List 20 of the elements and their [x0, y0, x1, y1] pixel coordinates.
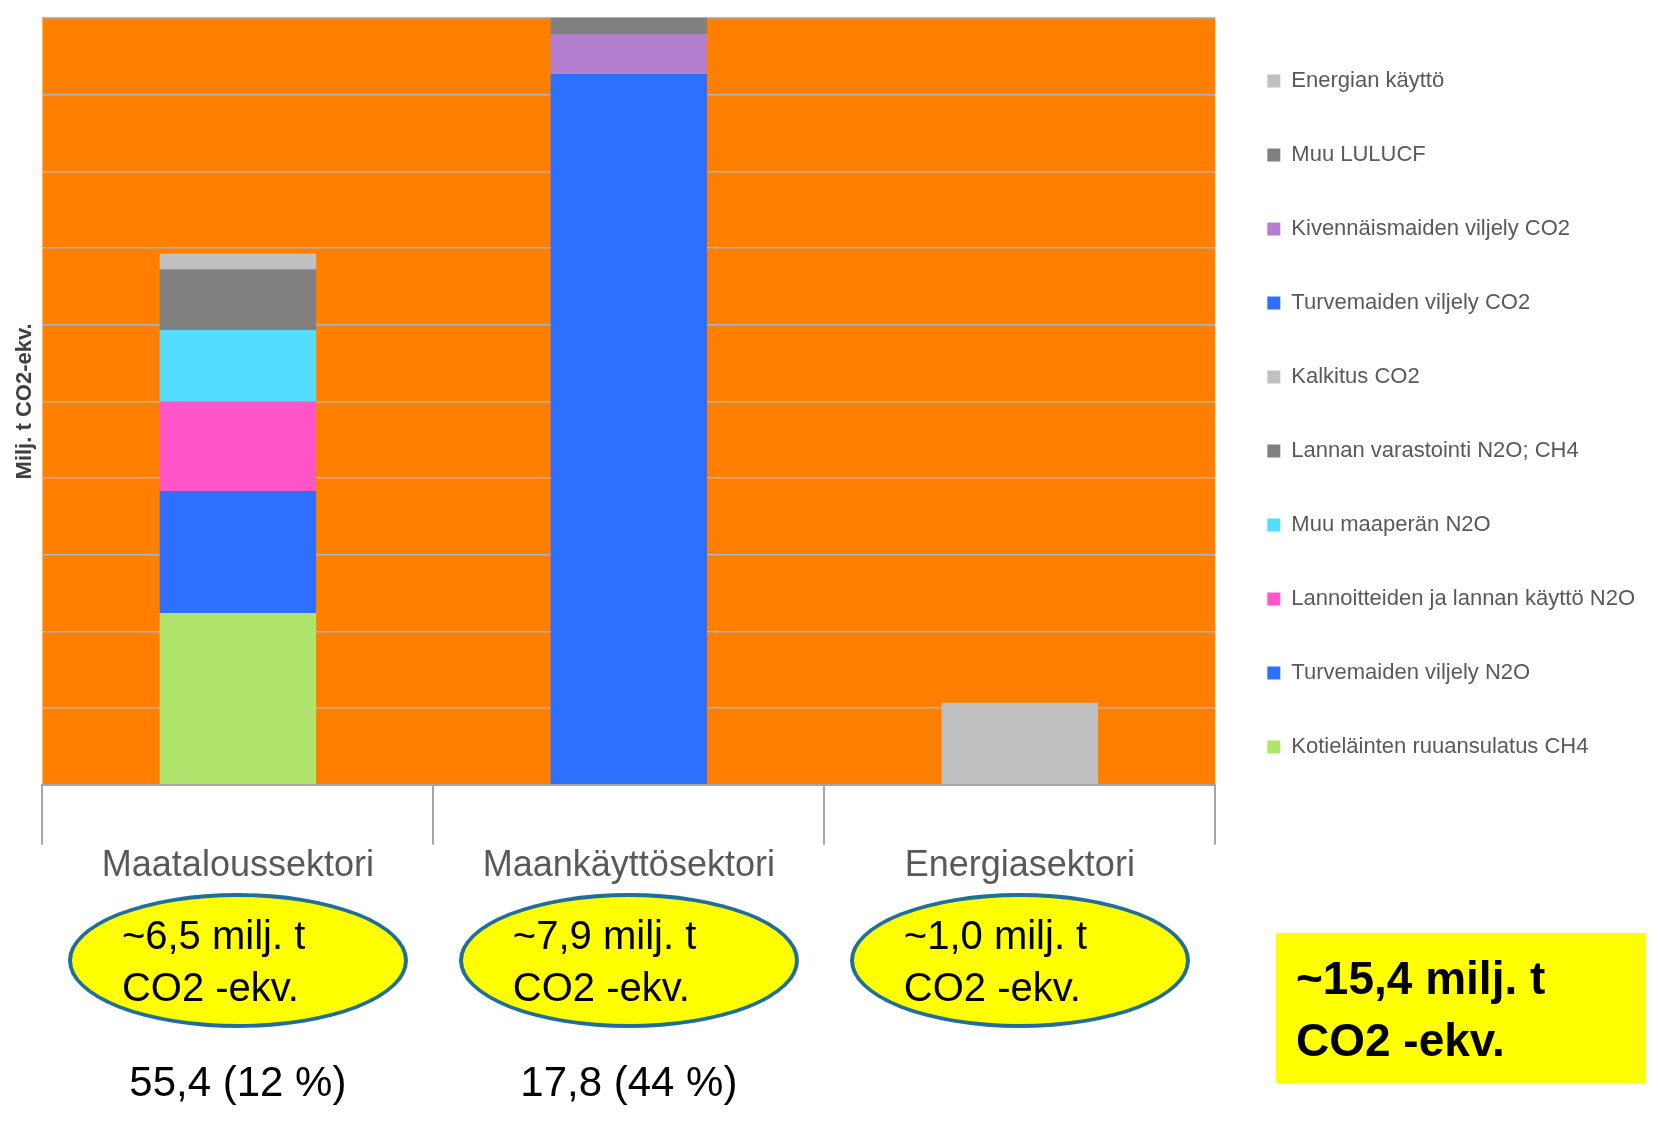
x-tick-label: Energiasektori — [904, 843, 1135, 885]
oval-frame: ~6,5 milj. t CO2 -ekv. — [67, 893, 408, 1028]
legend-label: Turvemaiden viljely CO2 — [1291, 289, 1531, 315]
legend-label: Kalkitus CO2 — [1291, 363, 1420, 389]
legend-label: Turvemaiden viljely N2O — [1291, 659, 1531, 685]
oval-frame: ~7,9 milj. t CO2 -ekv. — [458, 893, 799, 1028]
text: ~15,4 milj. t CO2 -ekv. — [1276, 933, 1646, 1083]
text: 55,4 (12 %) — [128, 1058, 348, 1106]
text: 17,8 (44 %) — [519, 1058, 739, 1106]
legend-label: Muu maaperän N2O — [1291, 511, 1491, 537]
oval-frame: ~1,0 milj. t CO2 -ekv. — [849, 893, 1190, 1028]
x-tick-label: Maataloussektori — [101, 843, 374, 885]
legend-label: Lannoitteiden ja lannan käyttö N2O — [1291, 585, 1635, 611]
legend-label: Kivennäismaiden viljely CO2 — [1291, 215, 1571, 241]
y-axis-title: Milj. t CO2-ekv. — [11, 323, 37, 480]
legend-label: Energian käyttö — [1291, 67, 1445, 93]
legend-label: Lannan varastointi N2O; CH4 — [1291, 437, 1579, 463]
legend-label: Muu LULUCF — [1291, 141, 1426, 167]
x-tick-label: Maankäyttösektori — [482, 843, 775, 885]
legend-label: Kotieläinten ruuansulatus CH4 — [1291, 733, 1589, 759]
